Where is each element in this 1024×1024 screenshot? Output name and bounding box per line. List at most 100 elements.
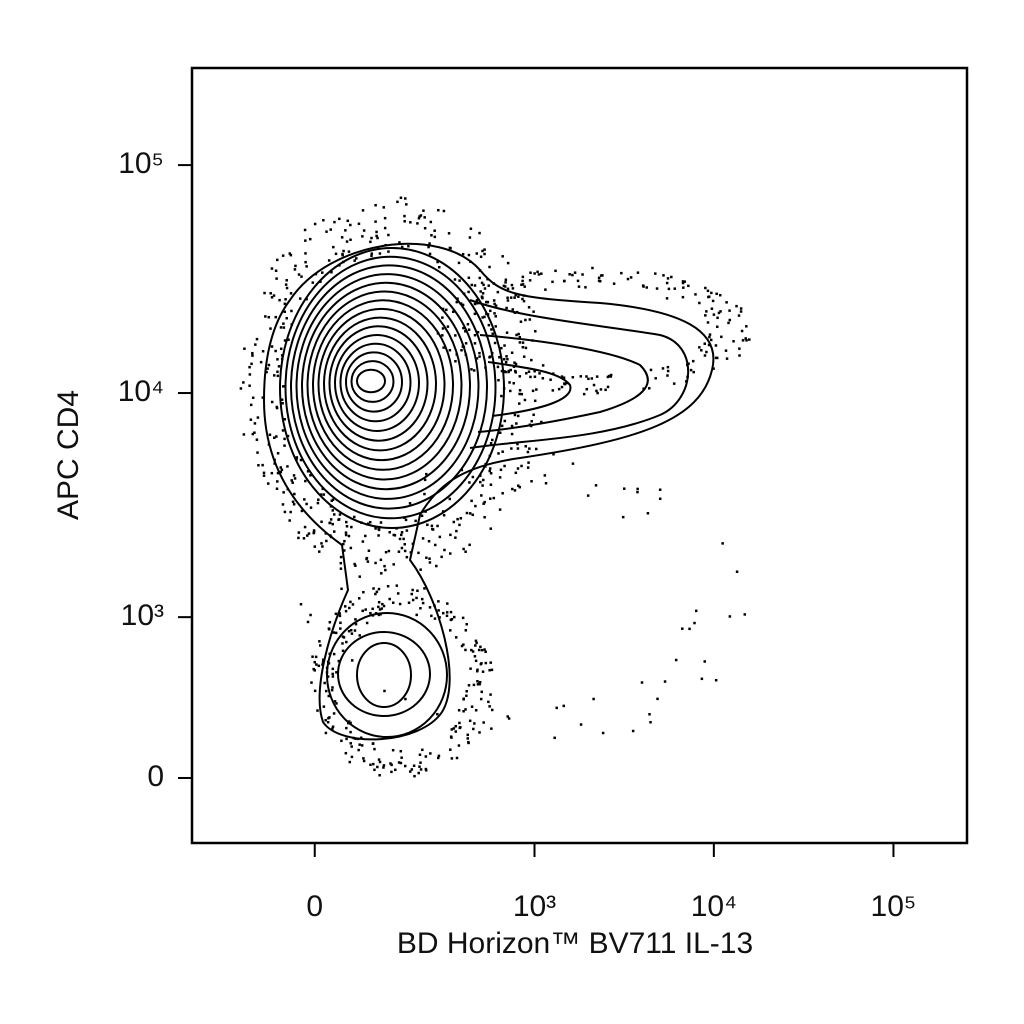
event-dot <box>719 310 722 313</box>
event-dot <box>377 534 380 537</box>
event-dot <box>360 744 364 747</box>
event-dot <box>328 620 332 624</box>
event-dot <box>604 388 607 392</box>
event-dot <box>674 658 678 662</box>
event-dot <box>739 307 743 310</box>
event-dot <box>465 690 468 693</box>
event-dot <box>400 756 403 759</box>
event-dot <box>275 435 278 438</box>
event-dot <box>338 217 341 221</box>
event-dot <box>423 492 426 496</box>
event-dot <box>489 497 492 500</box>
event-dot <box>419 214 423 217</box>
event-dot <box>460 644 464 648</box>
event-dot <box>464 330 467 333</box>
event-dot <box>562 376 566 379</box>
event-dot <box>407 244 410 248</box>
event-dot <box>281 503 285 506</box>
event-dot <box>345 520 348 524</box>
event-dot <box>375 234 378 238</box>
event-dot <box>276 374 280 378</box>
event-dot <box>433 604 436 607</box>
event-dot <box>347 534 351 538</box>
event-dot <box>315 663 318 666</box>
event-dot <box>424 769 428 772</box>
event-dot <box>703 342 707 345</box>
event-dot <box>417 216 421 220</box>
event-dot <box>347 721 350 725</box>
event-dot <box>529 271 532 274</box>
event-dot <box>426 523 429 527</box>
event-dot <box>270 296 274 299</box>
event-dot <box>703 354 707 357</box>
event-dot <box>273 462 276 465</box>
event-dot <box>727 321 730 325</box>
event-dot <box>467 276 471 280</box>
event-dot <box>280 398 284 401</box>
event-dot <box>472 683 476 687</box>
event-dot <box>484 650 487 654</box>
event-dot <box>284 283 288 286</box>
event-dot <box>740 329 744 333</box>
event-dot <box>528 423 532 427</box>
event-dot <box>667 287 671 291</box>
event-dot <box>464 629 468 632</box>
event-dot <box>242 381 245 384</box>
event-dot <box>700 677 704 681</box>
event-dot <box>681 627 684 630</box>
event-dot <box>489 471 493 475</box>
event-dot <box>579 375 583 378</box>
event-dot <box>309 237 312 241</box>
event-dot <box>427 539 431 543</box>
event-dot <box>334 252 338 256</box>
event-dot <box>331 667 335 671</box>
event-dot <box>698 301 701 305</box>
event-dot <box>390 770 393 774</box>
event-dot <box>295 457 298 461</box>
event-dot <box>321 271 324 274</box>
event-dot <box>703 660 707 663</box>
event-dot <box>483 287 487 290</box>
event-dot <box>283 302 287 306</box>
event-dot <box>497 452 500 455</box>
event-dot <box>441 611 445 615</box>
event-dot <box>490 328 493 331</box>
y-tick-label: 10⁴ <box>118 375 164 408</box>
event-dot <box>445 308 448 312</box>
event-dot <box>529 375 532 379</box>
event-dot <box>486 277 489 281</box>
event-dot <box>312 529 316 532</box>
event-dot <box>594 484 598 487</box>
plot-frame <box>190 66 969 845</box>
event-dot <box>342 260 345 264</box>
event-dot <box>428 242 431 245</box>
event-dot <box>704 286 707 290</box>
event-dot <box>342 542 345 546</box>
event-dot <box>475 299 479 302</box>
event-dot <box>423 587 426 590</box>
event-dot <box>441 327 445 330</box>
event-dot <box>576 279 580 283</box>
event-dot <box>416 589 419 593</box>
event-dot <box>384 550 388 554</box>
event-dot <box>484 366 487 369</box>
event-dot <box>741 339 745 342</box>
event-dot <box>462 698 465 701</box>
event-dot <box>525 371 528 375</box>
event-dot <box>456 517 459 521</box>
event-dot <box>378 773 381 777</box>
event-dot <box>283 310 287 314</box>
event-dot <box>361 540 365 543</box>
event-dot <box>419 761 422 764</box>
event-dot <box>512 365 516 368</box>
event-dot <box>534 447 538 451</box>
event-dot <box>285 316 288 320</box>
event-dot <box>665 281 669 285</box>
event-dot <box>502 284 506 288</box>
event-dot <box>473 655 477 658</box>
event-dot <box>473 312 477 316</box>
event-dot <box>449 748 452 751</box>
event-dot <box>383 689 386 693</box>
event-dot <box>398 602 402 606</box>
event-dot <box>338 264 341 267</box>
